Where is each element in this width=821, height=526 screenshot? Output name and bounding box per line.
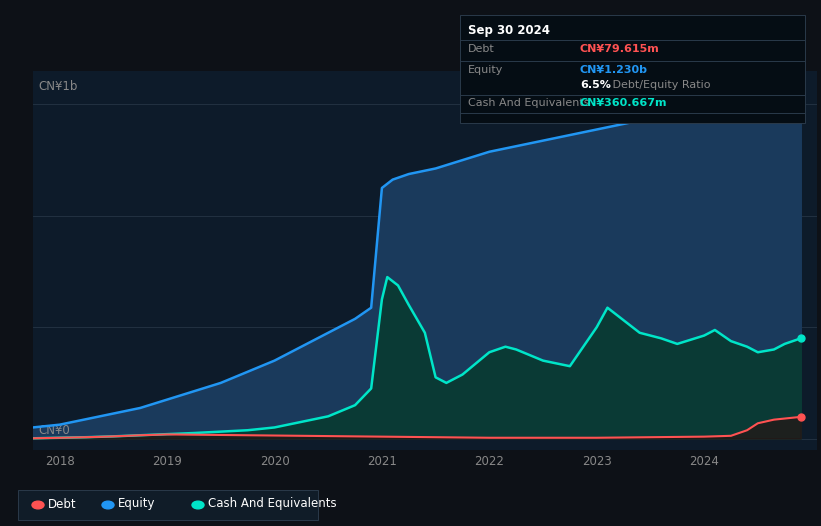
Text: CN¥360.667m: CN¥360.667m [580,98,667,108]
Text: Debt: Debt [468,44,495,54]
Text: Cash And Equivalents: Cash And Equivalents [208,498,337,511]
Text: Equity: Equity [468,65,503,75]
Text: Sep 30 2024: Sep 30 2024 [468,24,550,37]
Text: CN¥1b: CN¥1b [39,80,78,93]
Text: Debt/Equity Ratio: Debt/Equity Ratio [609,80,710,90]
Text: Debt: Debt [48,498,76,511]
Text: 6.5%: 6.5% [580,80,611,90]
Text: CN¥79.615m: CN¥79.615m [580,44,660,54]
Text: CN¥0: CN¥0 [39,424,70,437]
Text: Cash And Equivalents: Cash And Equivalents [468,98,589,108]
Text: Equity: Equity [118,498,155,511]
Text: CN¥1.230b: CN¥1.230b [580,65,648,75]
